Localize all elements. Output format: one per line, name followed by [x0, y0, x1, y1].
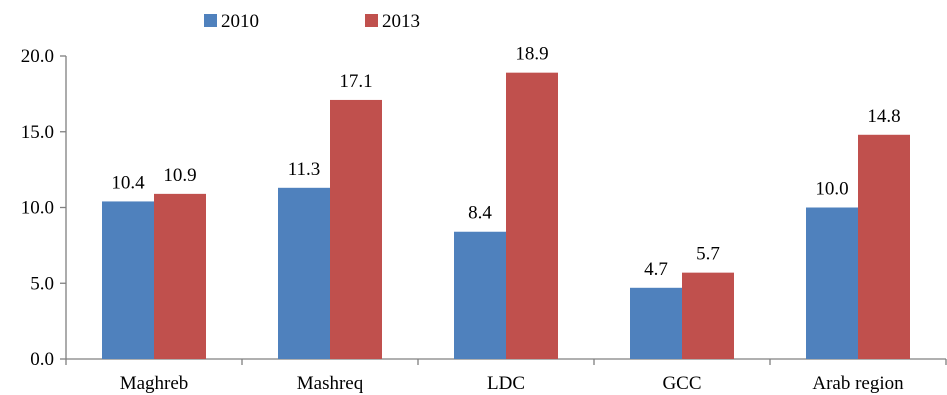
- data-label: 8.4: [468, 203, 492, 224]
- data-label: 10.9: [163, 165, 196, 186]
- x-tick-label: Arab region: [812, 373, 904, 394]
- data-label: 11.3: [288, 159, 321, 180]
- bars: [102, 72, 910, 359]
- y-tick-label: 10.0: [21, 198, 54, 219]
- bar-2010: [454, 231, 506, 359]
- y-tick-label: 15.0: [21, 122, 54, 143]
- x-tick-label: LDC: [487, 373, 525, 394]
- y-tick-label: 5.0: [30, 273, 54, 294]
- data-label: 14.8: [867, 106, 900, 127]
- data-label: 5.7: [696, 244, 720, 265]
- bar-2013: [330, 99, 382, 359]
- bar-2010: [630, 287, 682, 359]
- legend-label: 2013: [382, 11, 420, 32]
- y-axis: 0.0 5.0 10.0 15.0 20.0: [21, 46, 67, 370]
- legend-swatch: [204, 14, 217, 27]
- y-tick-label: 0.0: [30, 349, 54, 370]
- data-labels: 10.4 10.9 11.3 17.1 8.4 18.9 4.7 5.7 10.0 14.8: [111, 44, 900, 280]
- x-tick-label: Maghreb: [120, 373, 189, 394]
- x-axis: Maghreb Mashreq LDC GCC Arab region: [65, 358, 947, 394]
- x-tick-label: Mashreq: [297, 373, 364, 394]
- data-label: 10.0: [815, 179, 848, 200]
- data-label: 17.1: [339, 71, 372, 92]
- bar-2013: [682, 272, 734, 359]
- bar-2013: [154, 193, 206, 359]
- bar-2010: [806, 207, 858, 359]
- bar-2013: [506, 72, 558, 359]
- data-label: 10.4: [111, 172, 145, 193]
- bar-2013: [858, 134, 910, 359]
- data-label: 18.9: [515, 44, 548, 65]
- legend-label: 2010: [221, 11, 259, 32]
- x-tick-label: GCC: [662, 373, 701, 394]
- legend-swatch: [365, 14, 378, 27]
- y-tick-label: 20.0: [21, 46, 54, 67]
- bar-2010: [278, 187, 330, 359]
- data-label: 4.7: [644, 259, 668, 280]
- bar-2010: [102, 201, 154, 359]
- legend: 2010 2013: [204, 11, 420, 32]
